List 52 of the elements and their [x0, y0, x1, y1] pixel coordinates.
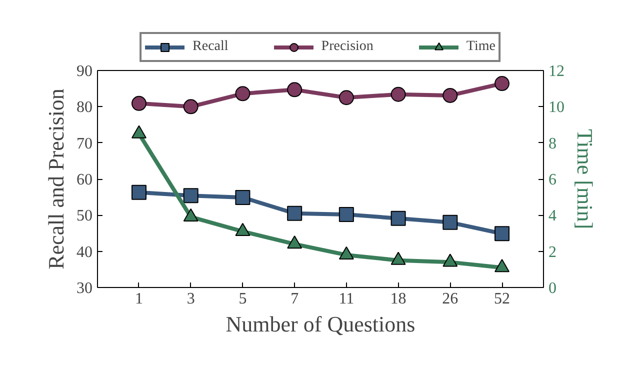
point	[183, 99, 198, 114]
y2-axis-title: Time [min]	[572, 128, 598, 230]
x-tick-label: 5	[238, 290, 247, 308]
point	[390, 210, 406, 226]
point	[287, 236, 302, 249]
point	[287, 206, 302, 221]
point	[131, 184, 146, 200]
y2-tick-label: 0	[548, 280, 556, 297]
point	[235, 86, 250, 102]
y2-tick-label: 4	[548, 208, 556, 225]
y2-tick-label: 6	[548, 172, 556, 188]
y-tick-label: 40	[76, 244, 92, 261]
y-tick-label: 70	[76, 135, 92, 152]
point	[338, 90, 354, 106]
point	[494, 259, 510, 272]
point	[338, 246, 354, 260]
x-tick-label: 3	[186, 290, 195, 308]
point	[131, 125, 146, 138]
y-axis-title: Recall and Precision	[44, 88, 68, 270]
point	[235, 222, 250, 236]
x-axis-title: Number of Questions	[226, 312, 416, 336]
y2-tick-label: 12	[548, 63, 564, 80]
x-tick-label: 52	[494, 290, 510, 308]
point	[442, 254, 458, 267]
y-tick-label: 90	[76, 63, 92, 80]
y-tick-label: 60	[76, 172, 92, 188]
point	[131, 96, 146, 111]
point	[338, 206, 354, 222]
point	[442, 88, 458, 103]
point	[494, 226, 510, 242]
x-tick-label: 11	[338, 290, 354, 308]
y-tick-label: 30	[76, 280, 92, 297]
legend-label: Recall	[192, 39, 228, 55]
y2-tick-label: 2	[548, 244, 556, 261]
legend-label: Time	[466, 39, 496, 55]
y-tick-label: 50	[76, 208, 92, 225]
point	[494, 76, 510, 92]
y2-tick-label: 8	[548, 135, 556, 152]
x-tick-label: 18	[390, 290, 406, 308]
y2-tick-label: 10	[548, 99, 564, 116]
point	[287, 82, 302, 98]
point	[183, 208, 198, 222]
point	[235, 190, 250, 205]
y-tick-label: 80	[76, 99, 92, 116]
point	[390, 252, 406, 265]
x-tick-label: 1	[134, 290, 143, 308]
point	[442, 214, 458, 230]
x-tick-label: 26	[442, 290, 458, 308]
x-tick-label: 7	[290, 290, 299, 308]
point	[390, 86, 406, 102]
legend-label: Precision	[321, 39, 374, 55]
point	[183, 188, 198, 204]
